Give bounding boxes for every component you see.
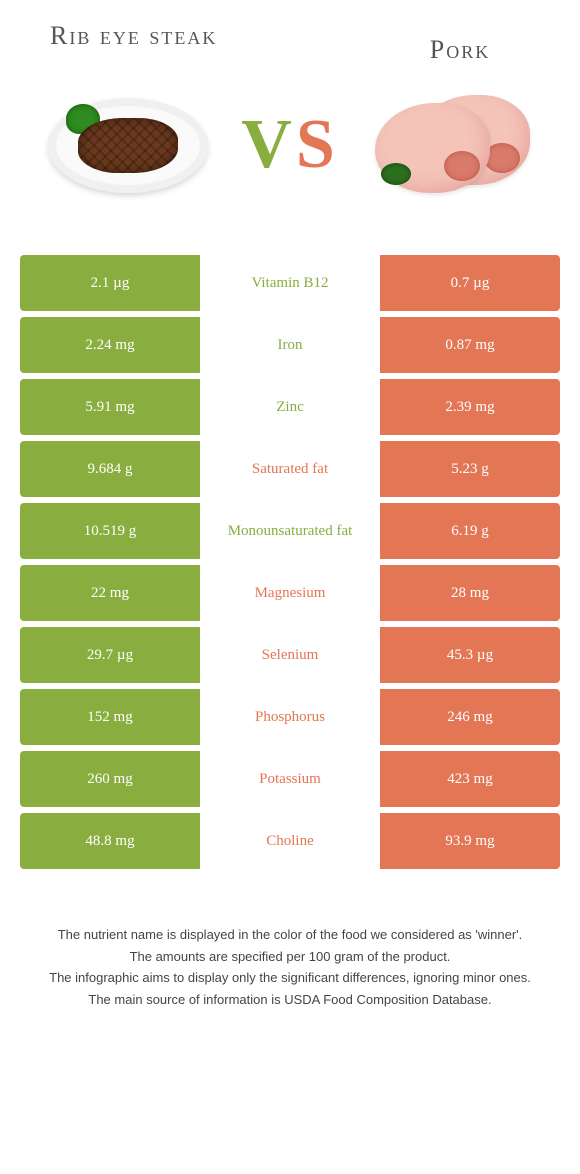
nutrient-label: Phosphorus (200, 689, 380, 745)
title-left: Rib eye steak (50, 20, 217, 51)
nutrient-label: Vitamin B12 (200, 255, 380, 311)
table-row: 152 mgPhosphorus246 mg (20, 689, 560, 745)
pork-icon (375, 95, 530, 195)
value-left: 22 mg (20, 565, 200, 621)
value-left: 5.91 mg (20, 379, 200, 435)
value-right: 0.87 mg (380, 317, 560, 373)
value-left: 29.7 µg (20, 627, 200, 683)
value-left: 2.24 mg (20, 317, 200, 373)
table-row: 5.91 mgZinc2.39 mg (20, 379, 560, 435)
value-left: 152 mg (20, 689, 200, 745)
value-right: 6.19 g (380, 503, 560, 559)
table-row: 2.1 µgVitamin B120.7 µg (20, 255, 560, 311)
vs-s: S (296, 106, 339, 183)
comparison-table: 2.1 µgVitamin B120.7 µg 2.24 mgIron0.87 m… (20, 255, 560, 869)
nutrient-label: Saturated fat (200, 441, 380, 497)
value-right: 2.39 mg (380, 379, 560, 435)
value-left: 9.684 g (20, 441, 200, 497)
value-left: 48.8 mg (20, 813, 200, 869)
footnote-line: The infographic aims to display only the… (48, 968, 532, 988)
steak-icon (78, 118, 178, 173)
table-row: 29.7 µgSelenium45.3 µg (20, 627, 560, 683)
value-right: 423 mg (380, 751, 560, 807)
value-right: 45.3 µg (380, 627, 560, 683)
value-left: 2.1 µg (20, 255, 200, 311)
nutrient-label: Choline (200, 813, 380, 869)
nutrient-label: Magnesium (200, 565, 380, 621)
food-image-left (40, 85, 215, 205)
vs-v: V (241, 106, 296, 183)
footnote-line: The main source of information is USDA F… (48, 990, 532, 1010)
value-left: 260 mg (20, 751, 200, 807)
value-right: 246 mg (380, 689, 560, 745)
vs-row: VS (20, 85, 560, 255)
nutrient-label: Potassium (200, 751, 380, 807)
table-row: 2.24 mgIron0.87 mg (20, 317, 560, 373)
nutrient-label: Selenium (200, 627, 380, 683)
nutrient-label: Zinc (200, 379, 380, 435)
infographic-container: Rib eye steak Pork VS 2.1 µgVitamin B120… (0, 0, 580, 1031)
header: Rib eye steak Pork (20, 20, 560, 85)
value-right: 28 mg (380, 565, 560, 621)
title-right: Pork (390, 20, 530, 65)
nutrient-label: Iron (200, 317, 380, 373)
table-row: 260 mgPotassium423 mg (20, 751, 560, 807)
table-row: 9.684 gSaturated fat5.23 g (20, 441, 560, 497)
footnotes: The nutrient name is displayed in the co… (20, 875, 560, 1009)
nutrient-label: Monounsaturated fat (200, 503, 380, 559)
table-row: 10.519 gMonounsaturated fat6.19 g (20, 503, 560, 559)
table-row: 22 mgMagnesium28 mg (20, 565, 560, 621)
food-image-right (365, 85, 540, 205)
plate-icon (48, 98, 208, 193)
value-right: 0.7 µg (380, 255, 560, 311)
footnote-line: The amounts are specified per 100 gram o… (48, 947, 532, 967)
value-right: 5.23 g (380, 441, 560, 497)
table-row: 48.8 mgCholine93.9 mg (20, 813, 560, 869)
vs-label: VS (241, 110, 339, 180)
footnote-line: The nutrient name is displayed in the co… (48, 925, 532, 945)
value-left: 10.519 g (20, 503, 200, 559)
value-right: 93.9 mg (380, 813, 560, 869)
